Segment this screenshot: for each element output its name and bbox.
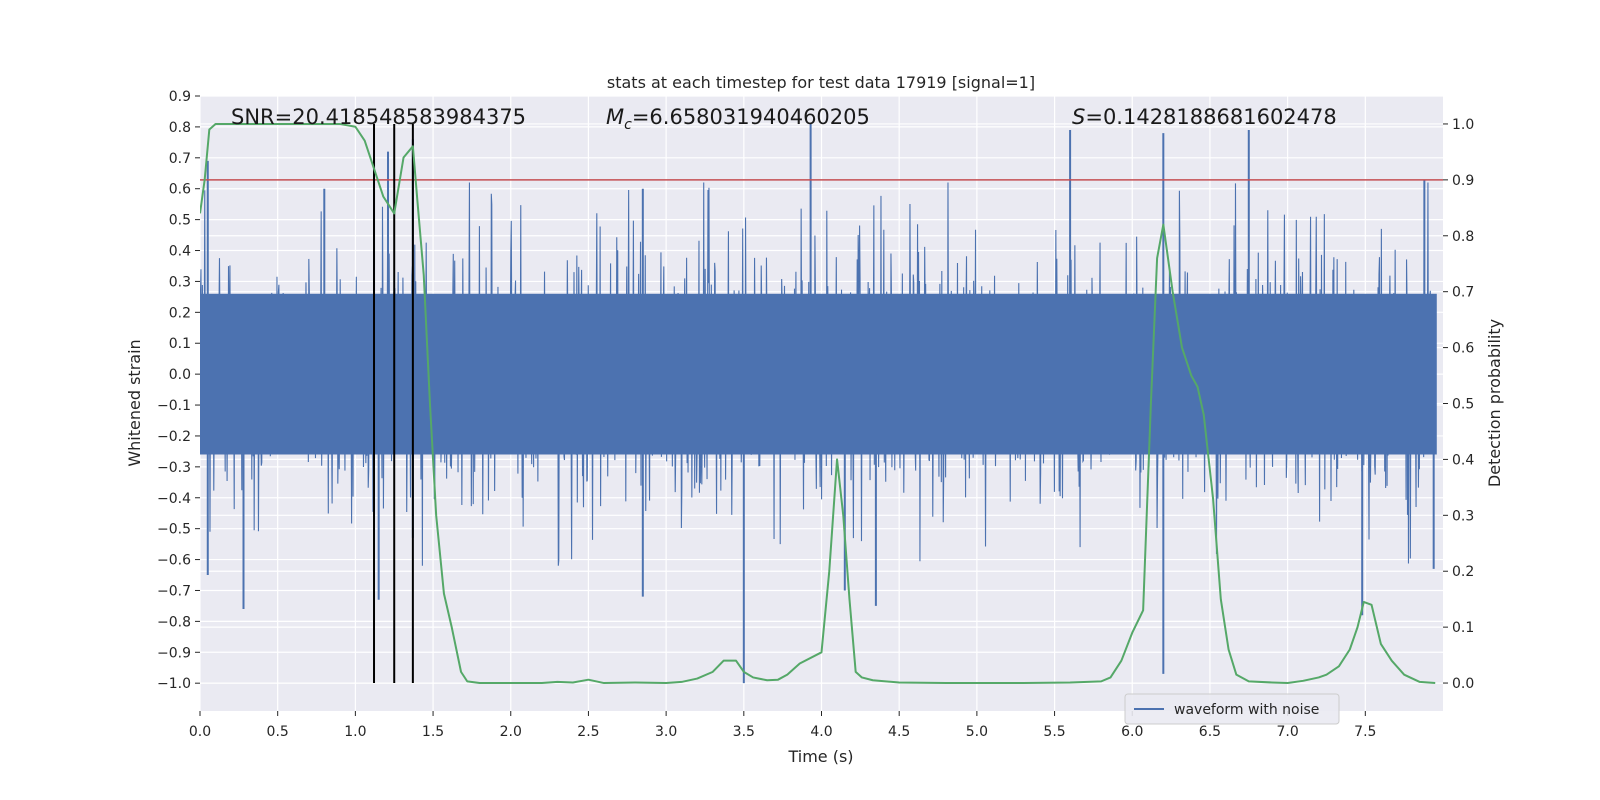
left-y-tick-label: 0.3 bbox=[169, 274, 191, 290]
left-y-tick-label: −0.7 bbox=[157, 583, 191, 599]
left-y-axis-ticks: 0.9 0.8 0.7 0.6 0.5 0.4 0.3 0.2 0.1 0.0 −0.1 −0.2 −0… bbox=[157, 89, 200, 692]
x-tick-label: 5.5 bbox=[1043, 724, 1065, 740]
right-y-axis-ticks: 0.0 0.1 0.2 0.3 0.4 0.5 0.6 0.7 0.8 0.9 1.0 bbox=[1443, 117, 1474, 692]
vertical-markers bbox=[373, 123, 414, 684]
chart-title: stats at each timestep for test data 179… bbox=[607, 73, 1035, 92]
snr-annotation: SNR=20.418548583984375 bbox=[231, 105, 526, 129]
x-tick-label: 1.5 bbox=[422, 724, 444, 740]
legend: waveform with noise bbox=[1124, 693, 1340, 725]
right-y-tick-label: 0.3 bbox=[1452, 508, 1474, 524]
left-y-tick-label: 0.2 bbox=[169, 305, 191, 321]
chirp-mass-symbol: M bbox=[606, 105, 624, 129]
legend-box bbox=[1124, 693, 1340, 725]
right-y-tick-label: 0.5 bbox=[1452, 397, 1474, 413]
right-y-tick-label: 0.6 bbox=[1452, 341, 1474, 357]
right-y-axis-label: Detection probability bbox=[1485, 319, 1504, 487]
s-symbol: S bbox=[1072, 105, 1085, 129]
detection-probability-line bbox=[200, 122, 1436, 685]
x-tick-label: 4.5 bbox=[888, 724, 910, 740]
left-y-tick-label: −0.6 bbox=[157, 553, 191, 569]
left-y-tick-label: 0.9 bbox=[169, 89, 191, 105]
x-axis-label: Time (s) bbox=[787, 747, 853, 766]
right-y-tick-label: 0.4 bbox=[1452, 452, 1474, 468]
left-y-axis-label: Whitened strain bbox=[125, 339, 144, 466]
left-y-tick-label: −1.0 bbox=[157, 676, 191, 692]
right-y-tick-label: 0.2 bbox=[1452, 564, 1474, 580]
left-y-tick-label: 0.0 bbox=[169, 367, 191, 383]
legend-label: waveform with noise bbox=[1174, 702, 1319, 718]
right-y-tick-label: 0.0 bbox=[1452, 676, 1474, 692]
right-y-tick-label: 0.8 bbox=[1452, 229, 1474, 245]
waveform-series bbox=[200, 123, 1437, 684]
chirp-mass-subscript: c bbox=[624, 117, 632, 133]
chirp-mass-annotation: Mc=6.658031940460205 bbox=[606, 105, 870, 133]
left-y-tick-label: 0.4 bbox=[169, 244, 191, 260]
left-y-tick-label: −0.4 bbox=[157, 491, 191, 507]
left-y-tick-label: 0.5 bbox=[169, 213, 191, 229]
x-tick-label: 0.5 bbox=[267, 724, 289, 740]
left-y-tick-label: 0.7 bbox=[169, 151, 191, 167]
x-tick-label: 1.0 bbox=[344, 724, 366, 740]
left-y-tick-label: −0.3 bbox=[157, 460, 191, 476]
x-tick-label: 4.0 bbox=[810, 724, 832, 740]
x-tick-label: 3.5 bbox=[733, 724, 755, 740]
left-y-tick-label: 0.1 bbox=[169, 336, 191, 352]
left-y-tick-label: −0.9 bbox=[157, 645, 191, 661]
detection-probability-series bbox=[200, 122, 1436, 685]
right-y-tick-label: 0.7 bbox=[1452, 285, 1474, 301]
x-tick-label: 6.5 bbox=[1199, 724, 1221, 740]
left-y-tick-label: −0.1 bbox=[157, 398, 191, 414]
x-tick-label: 0.0 bbox=[189, 724, 211, 740]
x-tick-label: 7.0 bbox=[1276, 724, 1298, 740]
s-annotation: S=0.1428188681602478 bbox=[1072, 105, 1337, 129]
x-tick-label: 2.0 bbox=[500, 724, 522, 740]
x-tick-label: 6.0 bbox=[1121, 724, 1143, 740]
waveform-core bbox=[200, 293, 1437, 455]
x-tick-label: 5.0 bbox=[966, 724, 988, 740]
right-y-tick-label: 1.0 bbox=[1452, 117, 1474, 133]
left-y-tick-label: −0.5 bbox=[157, 522, 191, 538]
right-y-tick-label: 0.9 bbox=[1452, 173, 1474, 189]
left-y-tick-label: 0.8 bbox=[169, 120, 191, 136]
chirp-mass-value: =6.658031940460205 bbox=[632, 105, 870, 129]
left-y-tick-label: −0.8 bbox=[157, 614, 191, 630]
left-y-tick-label: 0.6 bbox=[169, 182, 191, 198]
left-y-tick-label: −0.2 bbox=[157, 429, 191, 445]
x-tick-label: 2.5 bbox=[577, 724, 599, 740]
x-tick-label: 3.0 bbox=[655, 724, 677, 740]
x-tick-label: 7.5 bbox=[1354, 724, 1376, 740]
s-value: =0.1428188681602478 bbox=[1085, 105, 1336, 129]
right-y-tick-label: 0.1 bbox=[1452, 620, 1474, 636]
